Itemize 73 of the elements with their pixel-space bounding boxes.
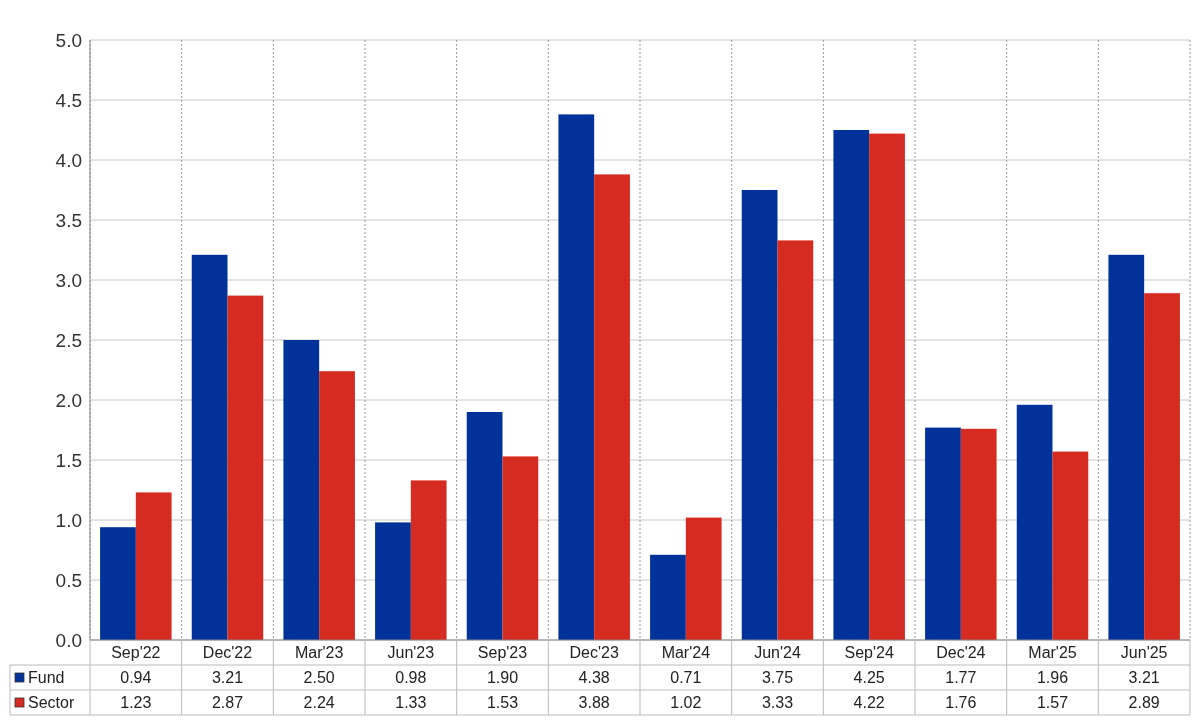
y-tick-label: 2.0 — [55, 389, 82, 411]
bar — [319, 371, 355, 640]
y-tick-label: 5.0 — [55, 29, 82, 51]
x-tick-label: Jun'25 — [1120, 644, 1168, 662]
bar — [227, 295, 264, 640]
x-tick-label: Dec'23 — [569, 644, 619, 662]
data-label: 1.96 — [1036, 669, 1069, 687]
data-label: 1.53 — [486, 694, 519, 712]
x-tick-label: Mar'25 — [1028, 644, 1077, 662]
data-label: 1.33 — [395, 694, 427, 712]
bar — [1108, 254, 1145, 640]
data-label: 0.98 — [395, 669, 427, 687]
bar — [1016, 404, 1053, 640]
data-label: 1.90 — [486, 669, 519, 687]
data-label: 2.89 — [1128, 694, 1160, 712]
data-label: 3.21 — [211, 669, 244, 687]
bar — [558, 114, 595, 640]
data-label: 4.25 — [853, 669, 885, 687]
x-tick-label: Sep'24 — [844, 644, 894, 662]
bar — [650, 554, 686, 640]
bar — [375, 522, 411, 640]
y-tick-label: 4.0 — [55, 149, 82, 171]
data-label: 1.76 — [945, 694, 977, 712]
bar — [191, 254, 228, 640]
bar — [1052, 451, 1089, 640]
data-label: 2.50 — [303, 669, 335, 687]
data-label: 3.21 — [1128, 669, 1160, 687]
x-tick-label: Mar'23 — [294, 644, 344, 662]
bar — [410, 480, 447, 640]
y-tick-label: 0.0 — [55, 629, 82, 651]
x-tick-label: Jun'23 — [387, 644, 435, 662]
data-label: 3.88 — [578, 694, 610, 712]
data-label: 1.02 — [670, 694, 702, 712]
bar — [777, 240, 814, 640]
bar — [594, 174, 630, 640]
x-tick-label: Mar'24 — [661, 644, 711, 662]
bar — [869, 133, 905, 640]
bar — [960, 428, 997, 640]
data-label: 0.94 — [120, 669, 152, 687]
data-label: 1.77 — [945, 669, 977, 687]
y-tick-label: 1.0 — [55, 509, 82, 531]
data-label: 2.24 — [303, 694, 335, 712]
data-label: 2.87 — [211, 694, 244, 712]
x-tick-label: Dec'22 — [202, 644, 253, 662]
bar — [502, 456, 539, 640]
data-label: 3.33 — [761, 694, 794, 712]
bar — [466, 412, 503, 640]
y-tick-label: 2.5 — [55, 329, 82, 351]
data-label: 1.23 — [120, 694, 152, 712]
data-label: 0.71 — [670, 669, 702, 687]
x-tick-label: Dec'24 — [936, 644, 986, 662]
legend-label: Sector — [28, 694, 75, 712]
data-label: 3.75 — [761, 669, 794, 687]
x-tick-label: Sep'22 — [111, 644, 161, 662]
x-tick-label: Sep'23 — [477, 644, 528, 662]
data-label: 1.57 — [1036, 694, 1069, 712]
legend-label: Fund — [28, 669, 65, 687]
bar — [1144, 293, 1180, 640]
y-tick-label: 1.5 — [55, 449, 82, 471]
data-label: 4.38 — [578, 669, 610, 687]
y-tick-label: 4.5 — [55, 89, 82, 111]
bar — [741, 190, 778, 640]
bar — [833, 130, 870, 640]
data-label: 4.22 — [853, 694, 885, 712]
bar — [100, 527, 136, 640]
x-tick-label: Jun'24 — [754, 644, 801, 662]
y-tick-label: 3.5 — [55, 209, 82, 231]
bar — [135, 492, 172, 640]
bar — [925, 427, 961, 640]
bar — [685, 517, 722, 640]
bar — [283, 340, 320, 640]
y-tick-label: 3.0 — [55, 269, 82, 291]
y-tick-label: 0.5 — [55, 569, 82, 591]
